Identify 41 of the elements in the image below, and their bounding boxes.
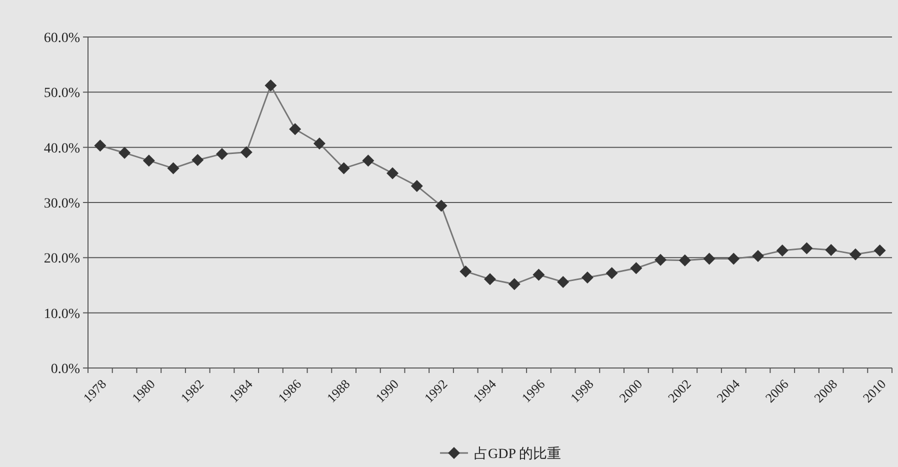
point: [776, 244, 788, 256]
point: [532, 268, 545, 281]
point: [630, 262, 642, 274]
point: [386, 167, 399, 180]
point: [557, 276, 570, 288]
point: [142, 154, 155, 167]
point: [289, 123, 302, 136]
point: [752, 250, 764, 262]
y-tick-label: 10.0%: [44, 306, 80, 322]
point: [581, 272, 594, 284]
point: [313, 137, 326, 150]
point: [338, 162, 350, 174]
point: [825, 244, 838, 256]
point: [216, 148, 228, 160]
y-tick-label: 60.0%: [44, 31, 80, 46]
point: [484, 273, 496, 286]
y-tick-label: 30.0%: [44, 196, 80, 212]
point: [678, 254, 691, 266]
point: [240, 146, 252, 158]
y-tick-label: 50.0%: [44, 86, 80, 102]
point: [410, 180, 423, 192]
point: [728, 252, 740, 265]
point: [264, 80, 277, 92]
point: [849, 248, 862, 260]
point: [362, 154, 374, 167]
point: [606, 267, 618, 280]
point: [800, 242, 813, 254]
point: [94, 140, 106, 152]
point: [508, 278, 520, 290]
y-tick-label: 40.0%: [44, 141, 80, 156]
point: [654, 254, 667, 266]
point: [192, 154, 204, 166]
point: [703, 252, 716, 265]
point: [460, 265, 472, 278]
y-tick-label: 0.0%: [50, 362, 80, 377]
point: [118, 146, 131, 159]
point: [435, 200, 448, 212]
legend-label: 占GDP 的比重: [474, 446, 561, 462]
point: [167, 162, 180, 174]
y-tick-label: 20.0%: [44, 252, 80, 267]
point: [874, 244, 886, 256]
